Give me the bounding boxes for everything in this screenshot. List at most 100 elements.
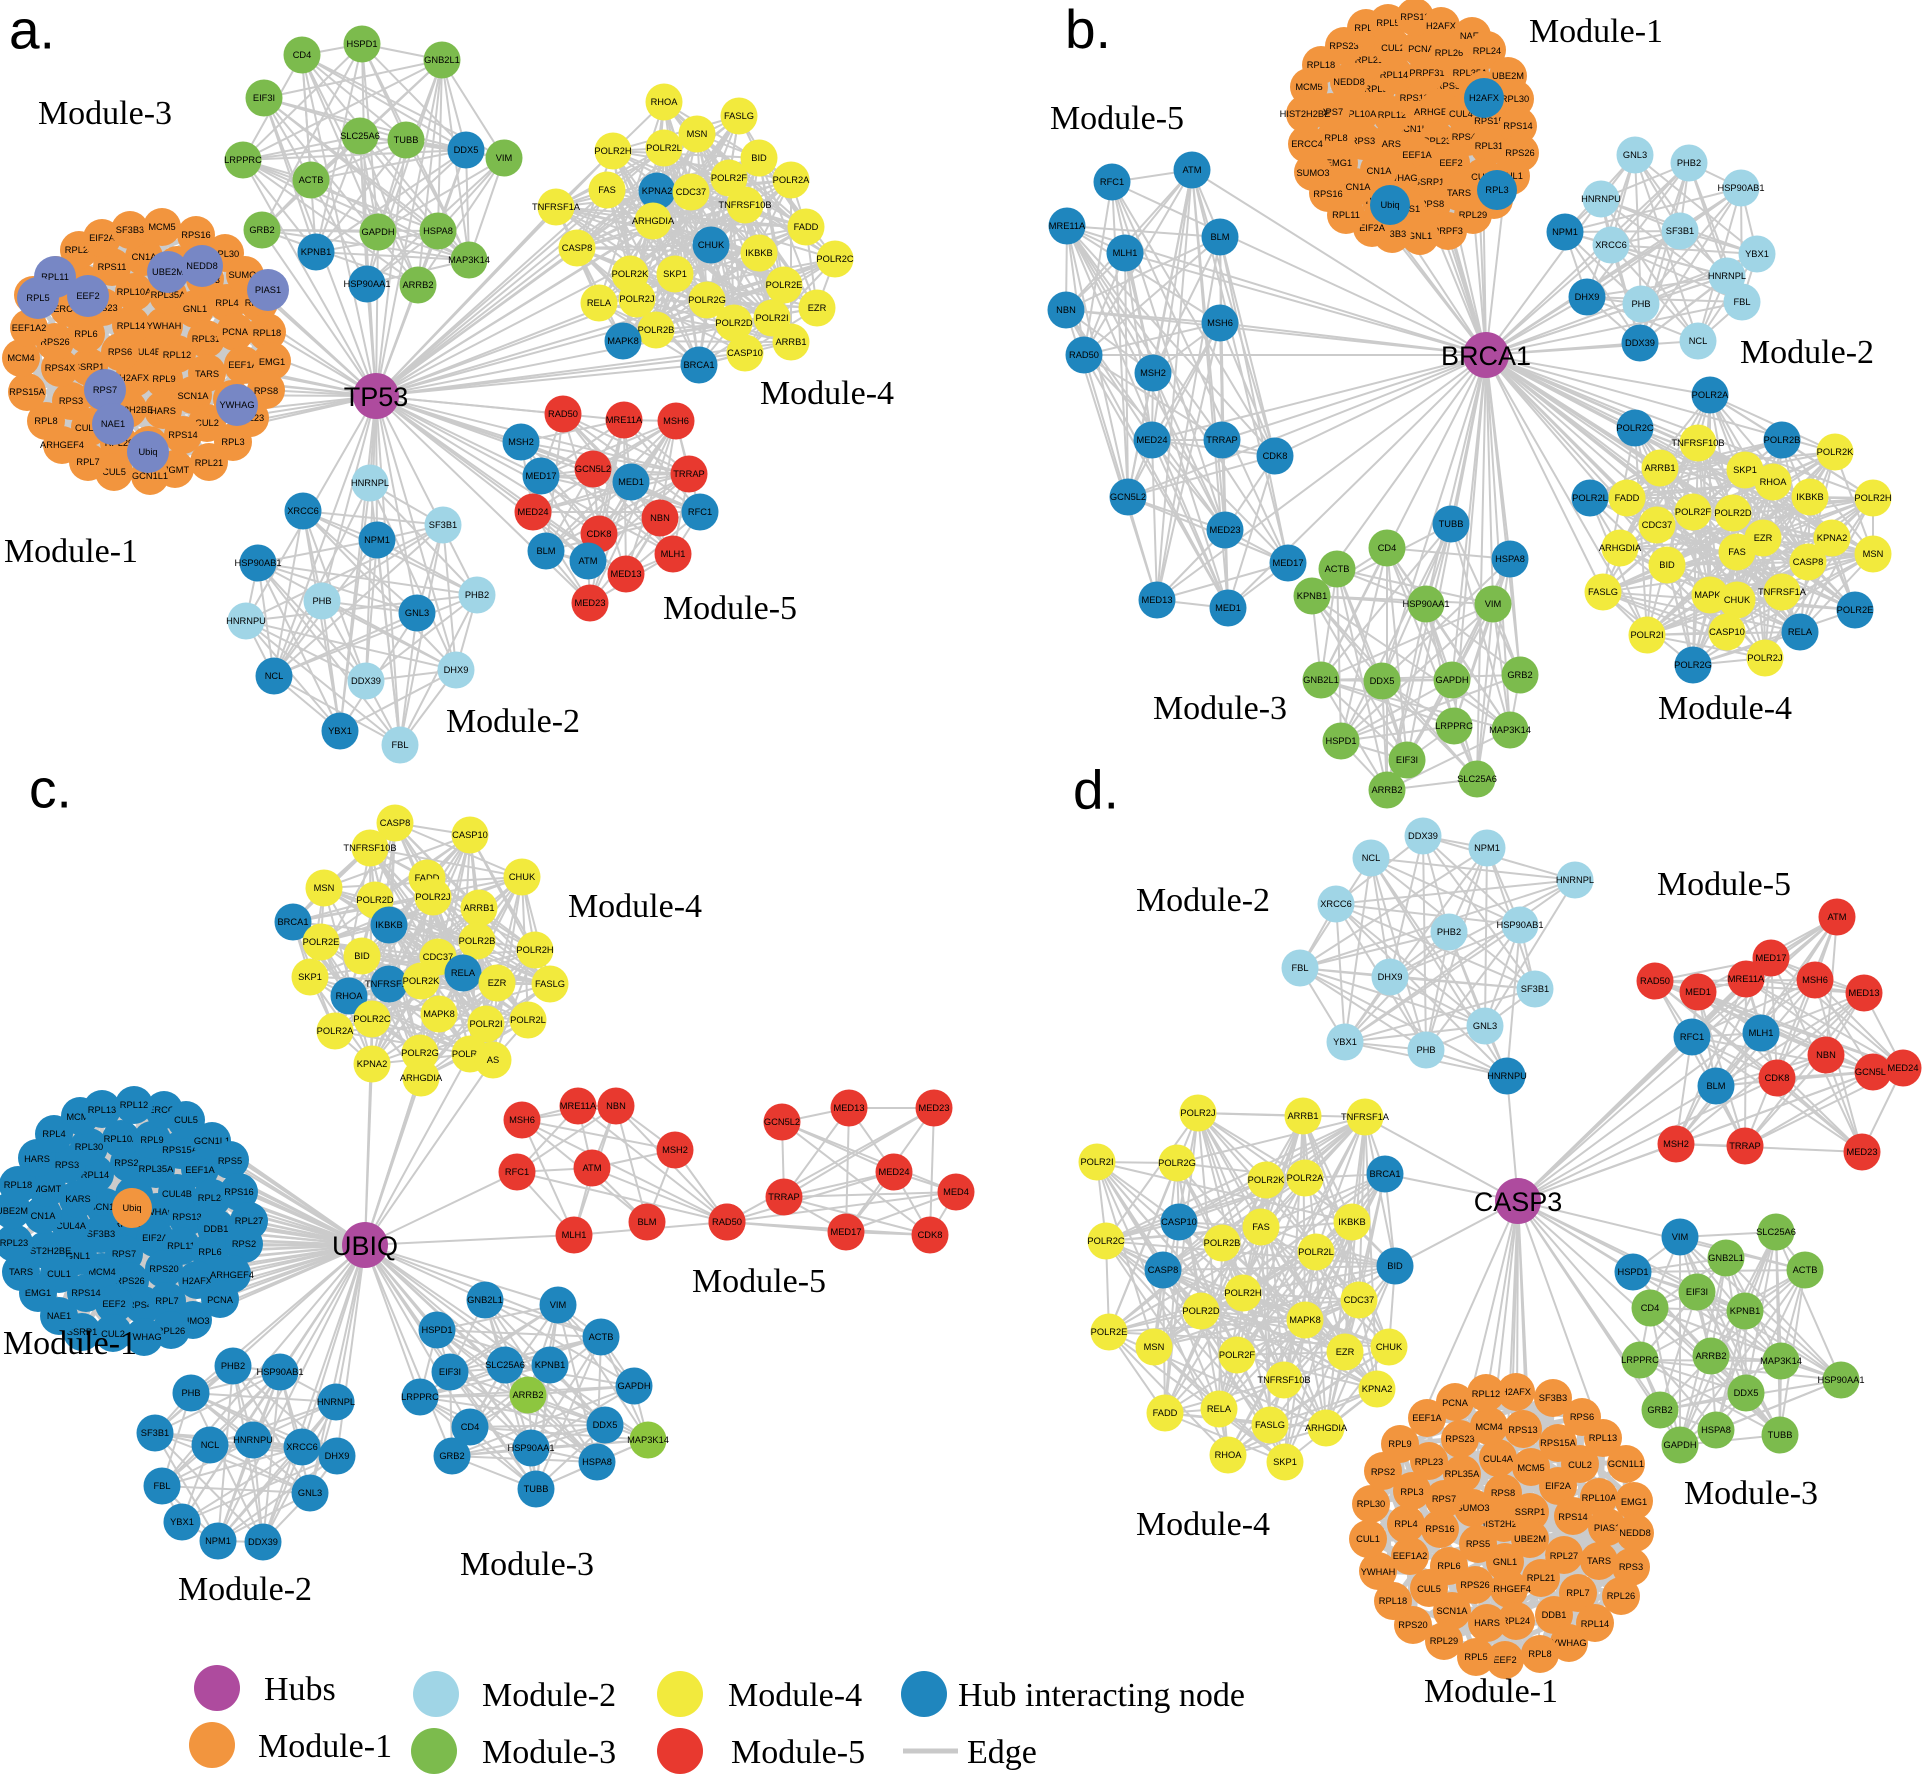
svg-text:RPL23: RPL23 xyxy=(1415,1457,1443,1467)
svg-text:CUL4A: CUL4A xyxy=(1483,1454,1514,1464)
svg-text:GNB2L1: GNB2L1 xyxy=(1708,1253,1744,1263)
svg-text:EIF3I: EIF3I xyxy=(439,1367,461,1377)
svg-text:TARS: TARS xyxy=(195,369,219,379)
svg-text:HSP90AB1: HSP90AB1 xyxy=(234,558,281,568)
svg-text:YWHAH: YWHAH xyxy=(140,1207,175,1217)
svg-text:CUL1: CUL1 xyxy=(1356,1534,1380,1544)
svg-text:FAS: FAS xyxy=(1728,547,1746,557)
svg-text:SF3B3: SF3B3 xyxy=(116,225,144,235)
svg-text:Module-4: Module-4 xyxy=(568,888,702,925)
svg-text:RELA: RELA xyxy=(587,298,612,308)
svg-text:Ubiq: Ubiq xyxy=(122,1203,141,1213)
svg-text:Module-4: Module-4 xyxy=(1658,690,1792,727)
svg-text:Module-2: Module-2 xyxy=(1136,882,1270,919)
svg-text:RPL3: RPL3 xyxy=(1485,185,1508,195)
svg-text:DHX9: DHX9 xyxy=(444,665,469,675)
svg-text:FASLG: FASLG xyxy=(724,111,754,121)
svg-text:CASP8: CASP8 xyxy=(1793,557,1824,567)
svg-text:HSP90AA1: HSP90AA1 xyxy=(343,279,390,289)
svg-text:RPL8: RPL8 xyxy=(34,416,57,426)
svg-text:BID: BID xyxy=(1659,560,1675,570)
svg-text:ARRB2: ARRB2 xyxy=(1371,785,1402,795)
svg-text:GCN5L2: GCN5L2 xyxy=(575,464,611,474)
svg-text:UBE2M: UBE2M xyxy=(1492,71,1524,81)
svg-text:RPL23: RPL23 xyxy=(1423,136,1451,146)
svg-text:TRRAP: TRRAP xyxy=(1206,435,1238,445)
svg-text:TNFRSF10B: TNFRSF10B xyxy=(1257,1375,1310,1385)
svg-text:RPL21: RPL21 xyxy=(195,458,223,468)
svg-text:YBX1: YBX1 xyxy=(328,726,352,736)
svg-text:RPS14: RPS14 xyxy=(71,1288,100,1298)
svg-text:BID: BID xyxy=(354,951,370,961)
svg-text:CUL2: CUL2 xyxy=(1568,1460,1592,1470)
svg-text:Hubs: Hubs xyxy=(264,1671,336,1708)
svg-text:BRCA1: BRCA1 xyxy=(277,917,308,927)
svg-text:Module-4: Module-4 xyxy=(760,375,894,412)
svg-text:POLR2I: POLR2I xyxy=(1630,630,1663,640)
svg-text:HSP90AA1: HSP90AA1 xyxy=(507,1443,554,1453)
svg-text:MED24: MED24 xyxy=(1887,1063,1918,1073)
svg-text:PCNA: PCNA xyxy=(207,1295,234,1305)
svg-text:MCM4: MCM4 xyxy=(1475,1422,1502,1432)
svg-text:H2AFX: H2AFX xyxy=(182,1276,212,1286)
svg-text:DDX39: DDX39 xyxy=(1408,831,1438,841)
svg-text:POLR2I: POLR2I xyxy=(1080,1157,1113,1167)
svg-text:CD4: CD4 xyxy=(293,50,312,60)
svg-text:PRPF31: PRPF31 xyxy=(1409,68,1444,78)
svg-text:MAP3K14: MAP3K14 xyxy=(1489,725,1531,735)
svg-text:CDC37: CDC37 xyxy=(1642,520,1672,530)
svg-text:POLR2E: POLR2E xyxy=(1091,1327,1128,1337)
svg-text:CDK8: CDK8 xyxy=(918,1230,943,1240)
svg-text:SSRP1: SSRP1 xyxy=(67,1327,98,1337)
svg-text:KPNB1: KPNB1 xyxy=(1730,1306,1761,1316)
svg-text:SUMO3: SUMO3 xyxy=(228,270,261,280)
svg-text:MAP3K14: MAP3K14 xyxy=(1760,1356,1802,1366)
svg-text:GNB2L1: GNB2L1 xyxy=(424,55,460,65)
svg-text:RFC1: RFC1 xyxy=(1100,177,1124,187)
svg-text:NEDD8: NEDD8 xyxy=(1333,77,1365,87)
svg-text:ARHGEF4: ARHGEF4 xyxy=(1414,107,1458,117)
svg-text:FBL: FBL xyxy=(1291,963,1308,973)
svg-text:RPS4X: RPS4X xyxy=(128,1300,159,1310)
svg-text:NBN: NBN xyxy=(606,1101,626,1111)
svg-text:CASP10: CASP10 xyxy=(1709,627,1745,637)
svg-text:RPS3: RPS3 xyxy=(1351,136,1375,146)
svg-text:NCL: NCL xyxy=(1362,853,1381,863)
svg-text:ARRB1: ARRB1 xyxy=(1287,1111,1318,1121)
svg-text:POLR2J: POLR2J xyxy=(415,892,450,902)
svg-text:RPS4X: RPS4X xyxy=(45,363,76,373)
svg-text:CUL5: CUL5 xyxy=(1417,1584,1441,1594)
svg-text:RPS13: RPS13 xyxy=(1508,1425,1537,1435)
svg-text:IKBKB: IKBKB xyxy=(745,248,772,258)
svg-text:POLR2L: POLR2L xyxy=(1298,1247,1334,1257)
svg-text:RPL13: RPL13 xyxy=(1589,1433,1617,1443)
svg-text:RPL30: RPL30 xyxy=(1357,1499,1385,1509)
svg-text:TARS: TARS xyxy=(1447,188,1471,198)
svg-text:RPL5: RPL5 xyxy=(26,293,49,303)
svg-text:HSP90AB1: HSP90AB1 xyxy=(1496,920,1543,930)
svg-text:HSPA8: HSPA8 xyxy=(1701,1425,1731,1435)
svg-text:RPL5: RPL5 xyxy=(1376,18,1399,28)
svg-text:POLR2L: POLR2L xyxy=(646,143,682,153)
svg-text:XRCC6: XRCC6 xyxy=(1595,240,1627,250)
svg-text:RPS3: RPS3 xyxy=(59,396,83,406)
svg-text:SSRP1: SSRP1 xyxy=(1414,177,1445,187)
svg-text:ARHGDIA: ARHGDIA xyxy=(632,216,675,226)
svg-text:RELA: RELA xyxy=(451,968,476,978)
svg-text:NPM1: NPM1 xyxy=(205,1536,231,1546)
svg-text:Module-5: Module-5 xyxy=(692,1263,826,1300)
svg-text:RELA: RELA xyxy=(1788,627,1813,637)
svg-text:CD4: CD4 xyxy=(461,1422,480,1432)
svg-text:GRB2: GRB2 xyxy=(1507,670,1532,680)
svg-text:RPL27: RPL27 xyxy=(235,1216,263,1226)
svg-text:HSPD1: HSPD1 xyxy=(421,1325,452,1335)
svg-text:Module-3: Module-3 xyxy=(1153,690,1287,727)
svg-text:RPL18: RPL18 xyxy=(4,1180,32,1190)
svg-text:HNRNPL: HNRNPL xyxy=(351,478,389,488)
svg-text:Module-3: Module-3 xyxy=(1684,1475,1818,1512)
svg-text:TNFRSF1A: TNFRSF1A xyxy=(1758,587,1807,597)
svg-text:MSH2: MSH2 xyxy=(508,437,534,447)
svg-text:RPL8: RPL8 xyxy=(1528,1649,1551,1659)
svg-text:EIF2A: EIF2A xyxy=(1545,1481,1572,1491)
svg-text:POLR2L: POLR2L xyxy=(510,1015,546,1025)
